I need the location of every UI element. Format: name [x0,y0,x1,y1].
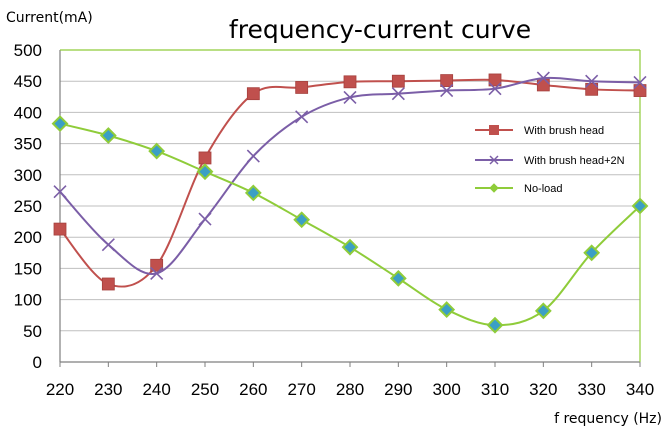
x-tick-label: 260 [239,380,267,399]
data-point-with-brush-head-2n [150,266,164,280]
data-point-with-brush-head [536,78,550,92]
data-point-no-load [438,301,456,318]
data-point-no-load [583,244,601,262]
legend-label-no-load: No-load [524,183,563,195]
y-tick-label: 450 [14,72,42,91]
data-point-no-load [631,197,649,215]
legend-label-with-brush-head-2n: With brush head+2N [524,155,625,167]
data-point-with-brush-head [440,74,454,87]
data-point-with-brush-head [585,82,599,96]
x-tick-label: 250 [191,380,219,399]
data-point-with-brush-head [246,87,260,101]
y-tick-label: 500 [14,41,42,60]
data-point-with-brush-head-2n [391,87,405,101]
data-point-with-brush-head [53,222,67,236]
legend: With brush head With brush head+2N No-load [475,125,625,195]
x-tick-label: 340 [626,380,654,399]
y-tick-label: 300 [14,166,42,185]
data-point-no-load [244,184,262,202]
data-point-no-load [148,142,166,160]
data-point-with-brush-head [101,277,115,291]
legend-marker-no-load [489,183,499,193]
chart-title: frequency-current curve [229,15,531,44]
x-tick-label: 220 [46,380,74,399]
y-tick-labels: 0 50 100 150 200 250 300 350 400 450 500 [14,41,42,372]
x-tick-label: 230 [94,380,122,399]
data-point-with-brush-head [295,81,309,94]
x-tick-label: 280 [336,380,364,399]
legend-marker-with-brush-head-2n [489,155,499,165]
data-point-no-load [196,163,214,181]
y-tick-label: 250 [14,197,42,216]
data-point-with-brush-head-2n [585,74,599,88]
x-tick-labels: 220 230 240 250 260 270 280 290 300 310 320 330 340 [46,380,654,399]
data-point-with-brush-head-2n [633,75,647,90]
data-point-with-brush-head [198,151,212,165]
x-tick-label: 320 [529,380,557,399]
data-point-with-brush-head-2n [53,185,67,199]
data-point-with-brush-head-2n [198,212,212,226]
data-point-no-load [486,316,504,334]
data-point-with-brush-head-2n [246,149,260,163]
data-point-no-load [51,115,69,133]
data-point-with-brush-head-2n [295,110,309,124]
data-point-with-brush-head-2n [488,82,502,96]
y-tick-label: 200 [14,228,42,247]
data-point-no-load [99,127,117,144]
data-point-with-brush-head [633,84,647,97]
x-tick-label: 310 [481,380,509,399]
x-tick-label: 240 [142,380,170,399]
y-tick-label: 100 [14,291,42,310]
x-axis-title: f requency (Hz) [554,411,662,427]
legend-marker-with-brush-head [489,125,499,135]
legend-label-with-brush-head: With brush head [524,125,604,137]
x-tick-label: 290 [384,380,412,399]
data-point-with-brush-head [343,75,357,89]
data-point-no-load [389,269,407,287]
data-point-with-brush-head [391,74,405,88]
y-tick-label: 400 [14,103,42,122]
x-tick-label: 330 [577,380,605,399]
data-point-with-brush-head [150,258,164,272]
data-point-no-load [341,238,359,256]
data-point-with-brush-head-2n [536,71,550,85]
x-tick-label: 270 [287,380,315,399]
y-axis-title: Current(mA) [6,10,93,26]
data-point-with-brush-head-2n [101,238,115,252]
data-point-with-brush-head [488,73,502,87]
y-tick-label: 350 [14,135,42,154]
data-point-with-brush-head-2n [440,83,454,98]
series-group [51,71,649,334]
data-point-no-load [293,211,311,229]
y-tick-label: 50 [23,322,42,341]
data-point-with-brush-head-2n [343,90,357,104]
x-tick-label: 300 [432,380,460,399]
y-tick-label: 0 [33,353,42,372]
y-tick-label: 150 [14,259,42,278]
data-point-no-load [534,302,552,320]
